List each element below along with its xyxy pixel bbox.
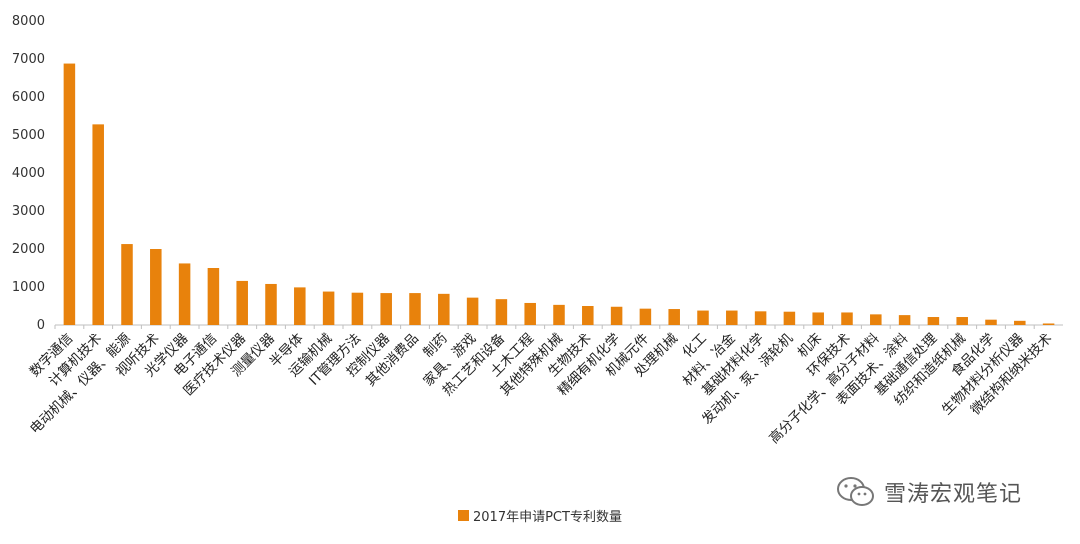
bar [668, 309, 680, 325]
bar [1014, 320, 1026, 325]
bar [236, 280, 248, 325]
bar [207, 268, 220, 325]
bar [178, 263, 191, 325]
bar [438, 293, 450, 325]
bar [697, 310, 709, 325]
legend-swatch [458, 510, 469, 521]
bar [121, 244, 133, 325]
bar [495, 299, 508, 325]
bar [294, 287, 306, 325]
bar-chart: 0 1000 2000 3000 4000 5000 6000 7000 8000 数字通信计算… [12, 14, 1063, 447]
y-tick-label: 7000 [12, 52, 45, 67]
bar [265, 283, 277, 325]
bar [754, 311, 767, 325]
legend: 2017年申请PCT专利数量 [458, 506, 622, 525]
y-tick-label: 2000 [12, 242, 45, 257]
bar [409, 293, 421, 325]
bar [466, 297, 479, 325]
bar [783, 311, 796, 325]
bar [956, 317, 968, 325]
legend-label: 2017年申请PCT专利数量 [473, 510, 622, 525]
y-axis: 0 1000 2000 3000 4000 5000 6000 7000 8000 [12, 14, 1063, 333]
y-tick-label: 4000 [12, 166, 45, 181]
bar [63, 63, 76, 326]
wechat-icon [837, 477, 874, 506]
y-tick-label: 3000 [12, 204, 45, 219]
bar [380, 293, 392, 325]
bar [870, 314, 882, 325]
bar [553, 304, 565, 325]
bar [1042, 323, 1055, 325]
bar [92, 124, 104, 325]
bar [582, 306, 594, 325]
bar [322, 291, 335, 325]
bar [524, 302, 536, 325]
bar [927, 317, 940, 325]
watermark-text: 雪涛宏观笔记 [884, 482, 1023, 507]
bar [351, 292, 364, 325]
bar [898, 315, 911, 325]
bar [985, 319, 997, 325]
y-tick-label: 0 [37, 318, 45, 333]
y-tick-label: 8000 [12, 14, 45, 29]
bar [726, 310, 738, 325]
bars [63, 63, 1055, 326]
watermark: 雪涛宏观笔记 [836, 476, 1022, 508]
bar [639, 308, 652, 325]
y-tick-label: 6000 [12, 90, 45, 105]
bar [150, 249, 162, 325]
bar [841, 312, 853, 325]
y-tick-label: 5000 [12, 128, 45, 143]
x-axis-labels: 数字通信计算机技术电动机械、仪器、能源视听技术光学仪器电子通信医疗技术仪器测量仪… [27, 325, 1055, 447]
bar [812, 312, 824, 325]
y-tick-label: 1000 [12, 280, 45, 295]
bar [610, 306, 623, 325]
